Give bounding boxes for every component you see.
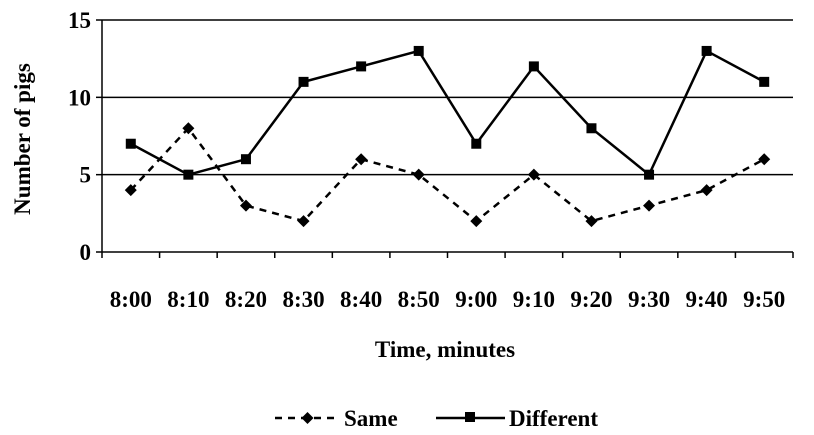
point-same-11 [758,153,771,166]
point-same-8 [585,215,598,228]
x-tick-label-11: 9:50 [743,287,785,312]
point-same-9 [643,199,656,212]
legend-label-same: Same [344,406,398,431]
x-tick-label-0: 8:00 [110,287,152,312]
point-different-1 [183,169,194,180]
y-tick-label-3: 15 [68,8,91,33]
x-tick-label-7: 9:10 [513,287,555,312]
legend-label-different: Different [509,406,598,431]
point-same-10 [700,184,713,197]
point-different-10 [701,45,712,56]
legend-item-different: Different [436,406,598,431]
y-tick-label-0: 0 [80,240,92,265]
point-different-3 [298,76,309,87]
y-tick-label-1: 5 [80,163,92,188]
point-different-0 [125,138,136,149]
point-same-2 [239,199,252,212]
x-tick-label-8: 9:20 [570,287,612,312]
x-tick-label-10: 9:40 [686,287,728,312]
point-different-9 [644,169,655,180]
x-tick-label-6: 9:00 [455,287,497,312]
x-tick-label-1: 8:10 [167,287,209,312]
legend: Same Different [275,406,598,431]
point-same-4 [355,153,368,166]
y-axis-title: Number of pigs [10,63,35,215]
chart-marks [124,45,771,228]
point-different-7 [528,61,539,72]
point-same-5 [412,168,425,181]
legend-marker-same [301,412,314,424]
point-different-6 [471,138,482,149]
y-tick-label-2: 10 [68,85,91,110]
point-different-2 [240,154,251,165]
x-axis-title: Time, minutes [375,337,515,362]
point-different-8 [586,123,597,134]
x-tick-label-2: 8:20 [225,287,267,312]
x-tick-label-9: 9:30 [628,287,670,312]
point-different-4 [356,61,367,72]
legend-item-same: Same [275,406,398,431]
plot-area: 0 5 10 15 8:00 8:10 8:20 8:30 8:40 8:50 9:00 9:10 9:… [68,8,794,312]
point-same-7 [527,168,540,181]
series-line-same [129,126,765,223]
x-tick-label-5: 8:50 [398,287,440,312]
legend-marker-different [465,412,475,422]
point-same-1 [182,122,195,135]
series-line-different [130,49,765,177]
point-same-0 [124,184,137,197]
point-different-5 [413,45,424,56]
point-same-6 [470,215,483,228]
point-different-11 [759,76,770,87]
x-tick-label-3: 8:30 [282,287,324,312]
x-tick-label-4: 8:40 [340,287,382,312]
point-same-3 [297,215,310,228]
